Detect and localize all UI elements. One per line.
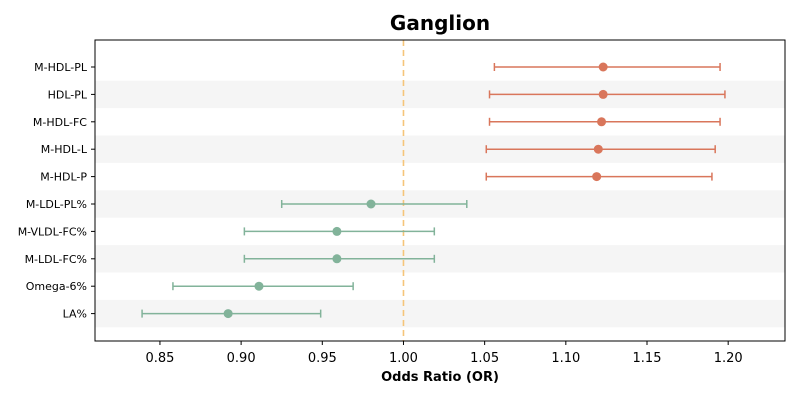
row-band [95, 245, 785, 273]
x-tick-label: 1.10 [551, 351, 580, 366]
y-axis: M-HDL-PL HDL-PL M-HDL-FC M-HDL-L M-HDL-P M-LD… [18, 61, 95, 321]
y-tick-label: M-VLDL-FC% [18, 225, 87, 238]
y-tick-label: M-LDL-FC% [25, 253, 87, 266]
estimate-row [280, 199, 468, 209]
x-tick-label: 0.85 [145, 351, 174, 366]
x-tick-label: 0.95 [308, 351, 337, 366]
point-estimate [593, 144, 603, 154]
x-axis: 0.85 0.90 0.95 1.00 1.05 1.10 1.15 1.20 [145, 341, 743, 366]
estimate-row [488, 117, 721, 127]
y-tick-label: Omega-6% [26, 280, 87, 293]
estimate-row [172, 281, 354, 291]
point-estimate [332, 226, 342, 236]
point-estimate [597, 117, 607, 127]
point-estimate [332, 254, 342, 264]
y-tick-label: HDL-PL [48, 88, 88, 101]
y-tick-label: M-HDL-L [41, 143, 88, 156]
data-rows [141, 62, 726, 319]
x-tick-label: 1.20 [714, 351, 743, 366]
plot-frame [94, 39, 786, 342]
point-estimate [366, 199, 376, 209]
estimate-row [243, 226, 436, 236]
x-tick-label: 1.15 [633, 351, 662, 366]
point-estimate [592, 172, 602, 182]
estimate-row [141, 309, 322, 319]
estimate-row [493, 62, 721, 72]
point-estimate [223, 309, 233, 319]
x-tick-label: 0.90 [227, 351, 256, 366]
point-estimate [254, 281, 264, 291]
y-tick-label: LA% [63, 308, 87, 321]
estimate-row [243, 254, 436, 264]
point-estimate [598, 89, 608, 99]
estimate-row [488, 89, 726, 99]
point-estimate [598, 62, 608, 72]
estimate-row [485, 172, 713, 182]
y-tick-label: M-LDL-PL% [26, 198, 87, 211]
x-axis-label: Odds Ratio (OR) [381, 370, 499, 385]
y-tick-label: M-HDL-FC [33, 116, 87, 129]
y-tick-label: M-HDL-PL [34, 61, 88, 74]
x-tick-label: 1.05 [470, 351, 499, 366]
y-tick-label: M-HDL-P [40, 171, 87, 184]
estimate-row [485, 144, 716, 154]
x-tick-label: 1.00 [389, 351, 418, 366]
chart-title: Ganglion [390, 11, 490, 35]
